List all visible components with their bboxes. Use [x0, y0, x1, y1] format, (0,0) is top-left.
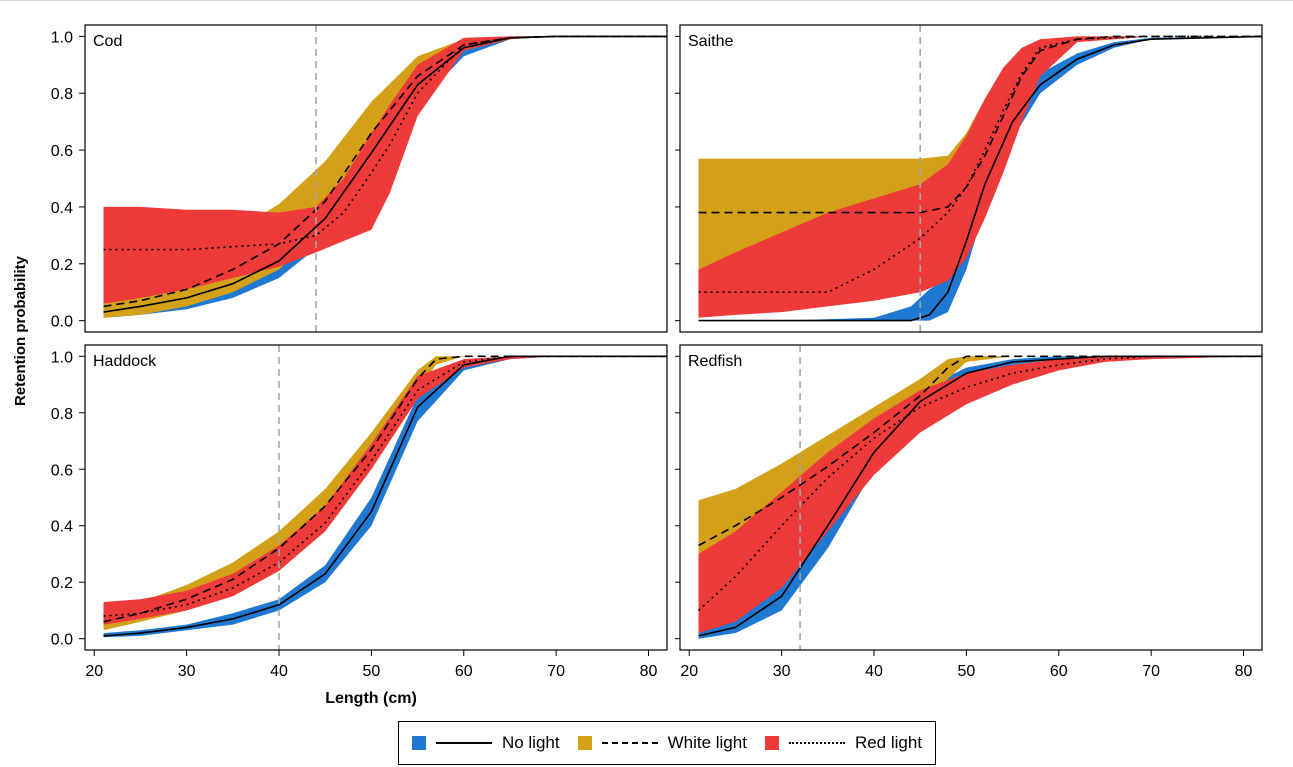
legend-line-solid — [435, 742, 492, 744]
retention-probability-figure: Retention probability Length (cm) Cod 0.0… — [12, 24, 1263, 707]
curve-white-light-saithe — [698, 35, 1262, 214]
panel-title-haddock: Haddock — [93, 353, 157, 370]
panel-title-redfish: Redfish — [688, 353, 742, 370]
curve-no-light-redfish — [698, 355, 1262, 637]
x-tick-label-redfish-1: 30 — [773, 663, 791, 680]
x-tick-label-redfish-5: 70 — [1142, 663, 1160, 680]
x-tick-label-redfish-6: 80 — [1235, 663, 1253, 680]
x-tick-label-haddock-0: 20 — [85, 663, 103, 680]
panel-haddock: Haddock 0.0 0.2 0.4 0.6 0.8 1.0 20 30 40 50 60 70 80 — [51, 344, 668, 680]
y-tick-label-cod-0: 0.0 — [51, 314, 73, 331]
panel-frame-saithe — [679, 24, 1263, 333]
chart-panels: Cod 0.0 0.2 0.4 0.6 0.8 1.0 Saithe Haddock 0.0 0.2… — [51, 24, 1263, 680]
legend-swatch-blue — [411, 736, 426, 750]
y-tick-label-cod-4: 0.8 — [51, 86, 73, 103]
legend-label-no-light: No light — [501, 733, 560, 752]
legend: No light White light Red light — [398, 721, 936, 765]
y-tick-label-cod-2: 0.4 — [51, 200, 73, 217]
ci-band-red-light-redfish — [698, 356, 1262, 634]
x-tick-label-haddock-1: 30 — [178, 663, 196, 680]
panel-saithe: Saithe — [675, 24, 1263, 333]
panel-cod: Cod 0.0 0.2 0.4 0.6 0.8 1.0 — [51, 24, 668, 333]
x-tick-label-haddock-2: 40 — [270, 663, 288, 680]
y-tick-label-haddock-2: 0.4 — [51, 519, 73, 536]
legend-swatch-red — [764, 736, 779, 750]
curve-white-light-haddock — [103, 355, 667, 623]
x-tick-label-redfish-3: 50 — [957, 663, 975, 680]
legend-entry-red-light: Red light — [764, 733, 923, 753]
panel-frame-haddock — [84, 344, 668, 651]
curve-red-light-cod — [103, 35, 667, 251]
ci-band-red-light-cod — [103, 36, 667, 304]
x-tick-label-redfish-2: 40 — [865, 663, 883, 680]
legend-label-white-light: White light — [667, 733, 747, 752]
legend-label-red-light: Red light — [854, 733, 923, 752]
x-tick-label-redfish-4: 60 — [1050, 663, 1068, 680]
panel-frame-cod — [84, 24, 668, 333]
curve-no-light-cod — [103, 35, 667, 313]
x-axis-label: Length (cm) — [325, 690, 417, 707]
panel-title-saithe: Saithe — [688, 33, 733, 50]
panel-title-cod: Cod — [93, 33, 122, 50]
legend-line-dashed — [601, 742, 658, 744]
plot-area-saithe — [698, 25, 1262, 332]
legend-swatch-gold — [577, 736, 592, 750]
top-border-rule — [0, 0, 1293, 1]
curve-no-light-haddock — [103, 355, 667, 637]
plot-area-redfish — [697, 345, 1262, 650]
legend-entry-no-light: No light — [411, 733, 560, 753]
x-tick-label-redfish-0: 20 — [680, 663, 698, 680]
legend-entry-white-light: White light — [577, 733, 747, 753]
y-tick-label-cod-1: 0.2 — [51, 257, 73, 274]
y-tick-label-haddock-4: 0.8 — [51, 406, 73, 423]
ci-band-red-light-haddock — [103, 356, 667, 625]
x-tick-label-haddock-4: 60 — [455, 663, 473, 680]
y-tick-label-haddock-0: 0.0 — [51, 632, 73, 649]
curve-white-light-redfish — [698, 355, 1262, 547]
y-tick-label-cod-5: 1.0 — [51, 29, 73, 46]
ci-band-red-light-saithe — [698, 36, 1262, 318]
x-tick-label-haddock-3: 50 — [362, 663, 380, 680]
y-tick-label-haddock-5: 1.0 — [51, 349, 73, 366]
panel-redfish: Redfish 20 30 40 50 60 70 80 — [675, 344, 1263, 680]
ci-band-no-light-redfish — [698, 356, 1262, 639]
ci-band-white-light-haddock — [103, 356, 667, 631]
x-tick-label-haddock-6: 80 — [640, 663, 658, 680]
y-tick-label-cod-3: 0.6 — [51, 143, 73, 160]
y-axis-label: Retention probability — [12, 255, 29, 406]
curve-white-light-cod — [103, 35, 667, 308]
curve-no-light-saithe — [698, 35, 1262, 322]
y-tick-label-haddock-3: 0.6 — [51, 462, 73, 479]
y-tick-label-haddock-1: 0.2 — [51, 575, 73, 592]
legend-line-dotted — [788, 742, 845, 744]
plot-area-cod — [103, 25, 667, 332]
x-tick-label-haddock-5: 70 — [547, 663, 565, 680]
plot-area-haddock — [103, 345, 667, 650]
panel-frame-redfish — [679, 344, 1263, 651]
